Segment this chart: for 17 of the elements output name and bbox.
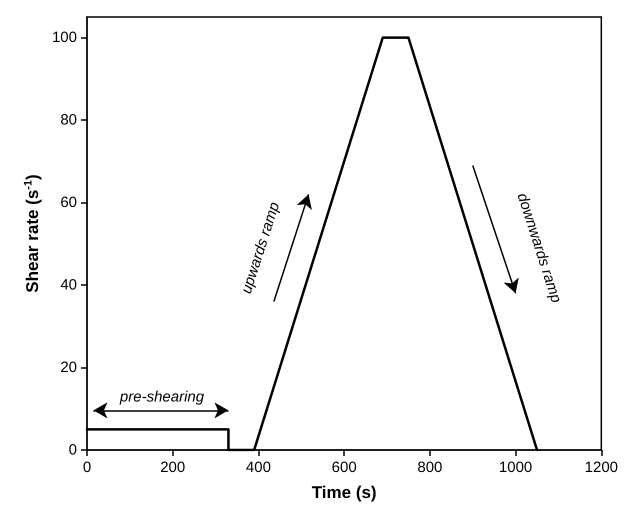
x-tick-label: 600 — [332, 459, 357, 476]
x-tick-label: 1200 — [584, 459, 618, 476]
x-tick-label: 400 — [246, 459, 271, 476]
annotation: upwards ramp — [238, 200, 284, 296]
y-axis-title: Shear rate (s-1) — [22, 174, 42, 293]
y-tick-label: 40 — [60, 276, 77, 294]
x-tick-label: 200 — [160, 459, 186, 476]
x-tick-label: 800 — [417, 459, 442, 476]
x-tick-label: 1000 — [498, 459, 532, 476]
y-tick-label: 60 — [60, 194, 77, 212]
y-tick-label: 100 — [52, 29, 77, 46]
x-axis-title: Time (s) — [312, 483, 377, 502]
y-tick-label: 20 — [60, 359, 77, 376]
x-tick-label: 0 — [82, 459, 92, 476]
y-tick-label: 80 — [60, 112, 77, 129]
y-tick-label: 0 — [68, 442, 77, 458]
annotation: pre-shearing — [118, 388, 205, 406]
